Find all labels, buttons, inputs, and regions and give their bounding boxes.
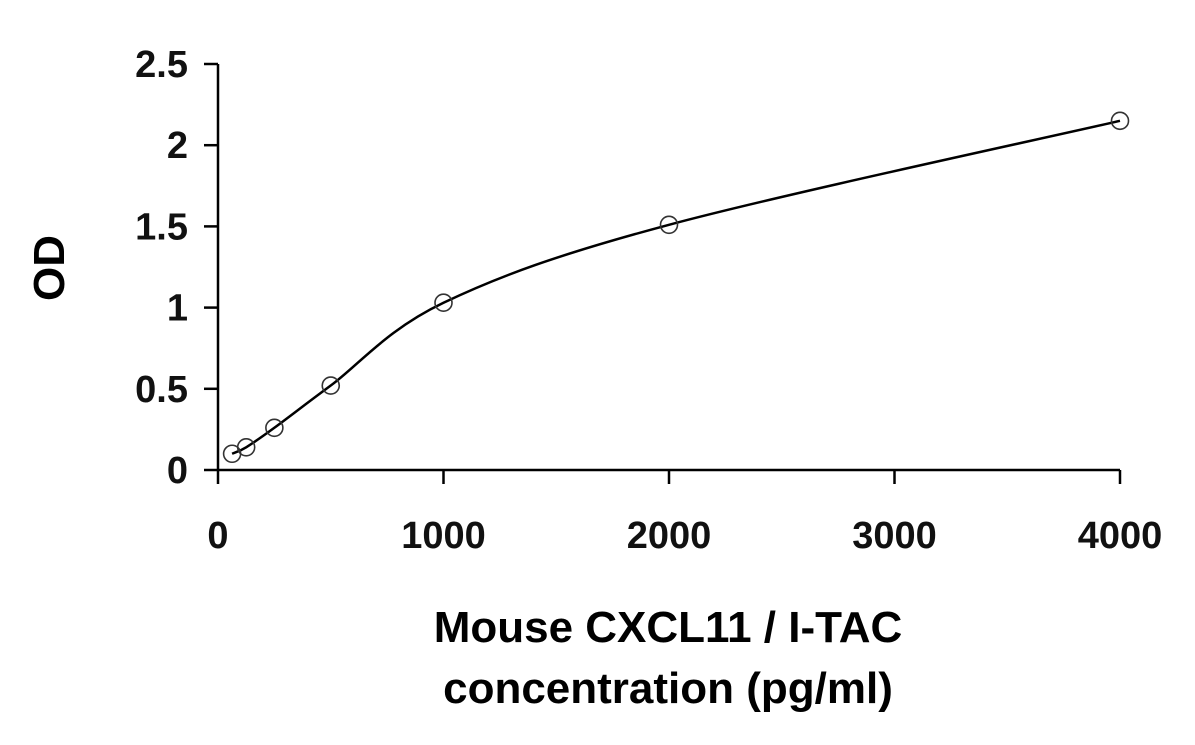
x-tick-label: 0 [207,515,228,557]
x-ticks: 0 1000 2000 3000 4000 [207,470,1162,557]
fit-curve [231,119,1121,455]
data-point [236,437,256,457]
data-point [1110,111,1130,131]
y-tick-label: 0 [167,450,188,492]
y-tick-label: 2 [167,125,188,167]
y-ticks: 0 0.5 1 1.5 2 2.5 [135,44,218,492]
y-axis-title: OD [25,235,74,301]
data-points [222,111,1130,464]
x-axis-title-line-1: Mouse CXCL11 / I-TAC [434,603,903,652]
x-tick-label: 3000 [852,515,937,557]
x-tick-label: 2000 [627,515,712,557]
data-point [659,215,679,235]
y-tick-label: 2.5 [135,44,188,86]
data-point [321,376,341,395]
y-tick-label: 1 [167,288,188,330]
axes [216,64,1120,472]
x-tick-label: 4000 [1078,515,1163,557]
data-point [265,418,284,438]
x-tick-label: 1000 [401,515,486,557]
y-tick-label: 0.5 [135,369,188,411]
data-point [434,293,453,313]
y-tick-label: 1.5 [135,206,188,248]
x-axis-title-line-2: concentration (pg/ml) [443,664,893,713]
